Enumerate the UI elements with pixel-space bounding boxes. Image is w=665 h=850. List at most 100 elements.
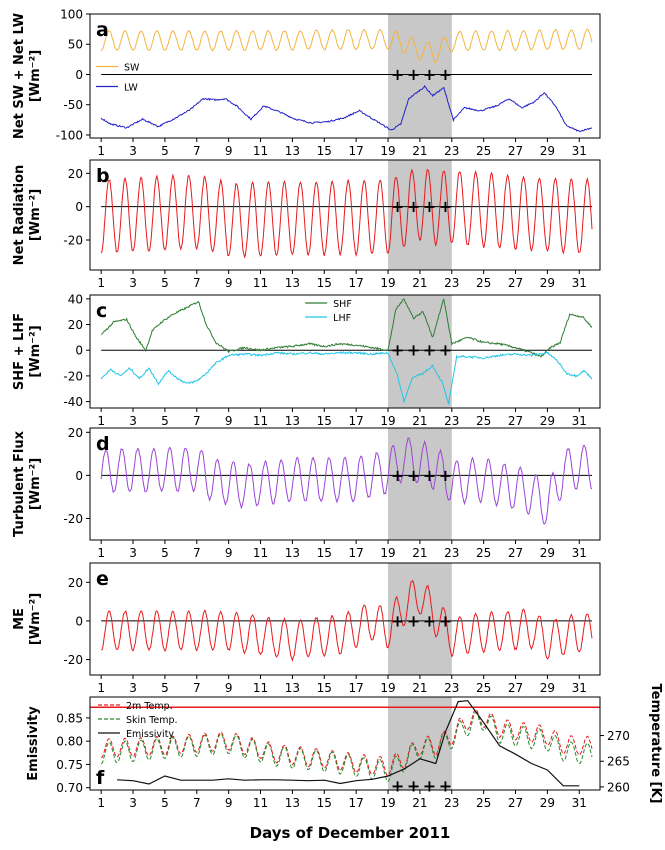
x-tick-label: 19 <box>380 796 395 810</box>
legend: 2m Temp. Skin Temp. Emissivity <box>98 701 178 740</box>
y-axis-label-line: [Wm⁻²] <box>28 458 43 510</box>
x-tick-label: 9 <box>225 414 233 428</box>
y-tick-label: 0 <box>75 68 83 82</box>
plot-frame <box>89 696 601 791</box>
x-tick-label: 3 <box>129 681 137 695</box>
x-tick-label: 25 <box>476 144 491 158</box>
x-tick-label: 7 <box>193 796 201 810</box>
x-tick-label: 25 <box>476 546 491 560</box>
plus-marker: + <box>439 197 452 216</box>
shaded-period <box>388 14 452 138</box>
x-tick-label: 17 <box>349 681 364 695</box>
x-tick-label: 3 <box>129 796 137 810</box>
x-tick-label: 27 <box>508 276 523 290</box>
plus-marker: + <box>423 776 436 795</box>
y2-tick-label: 270 <box>607 729 630 743</box>
series-line-sw <box>100 28 593 64</box>
x-tick-label: 17 <box>349 796 364 810</box>
y-tick-label: 40 <box>68 292 83 306</box>
plus-marker: + <box>407 197 420 216</box>
x-tick-label: 9 <box>225 546 233 560</box>
x-tick-label: 25 <box>476 276 491 290</box>
plus-marker: + <box>439 466 452 485</box>
y-tick-label: 0.70 <box>56 781 83 795</box>
x-tick-label: 21 <box>412 546 427 560</box>
series-line-e-0 <box>101 579 593 662</box>
panel-letter: b <box>96 165 110 187</box>
plus-marker: + <box>423 611 436 630</box>
x-tick-label: 9 <box>225 796 233 810</box>
plus-marker: + <box>423 197 436 216</box>
x-tick-label: 21 <box>412 681 427 695</box>
x-tick-label: 19 <box>380 681 395 695</box>
x-tick-label: 15 <box>317 546 332 560</box>
legend: SHF LHF <box>305 299 352 324</box>
x-tick-label: 15 <box>317 414 332 428</box>
plus-marker: + <box>407 611 420 630</box>
y-tick-label: 50 <box>68 38 83 52</box>
x-tick-label: 5 <box>161 276 169 290</box>
x-tick-label: 11 <box>253 681 268 695</box>
y-tick-label: 20 <box>68 426 83 440</box>
x-tick-label: 23 <box>444 546 459 560</box>
x-tick-label: 29 <box>540 681 555 695</box>
y-axis-label-line: [Wm⁻²] <box>28 189 43 241</box>
plus-marker: + <box>439 341 452 360</box>
y-axis-label-line: SHF + LHF <box>12 313 27 390</box>
plus-marker: + <box>423 65 436 84</box>
x-tick-label: 5 <box>161 546 169 560</box>
series-group <box>100 437 593 525</box>
plot-frame <box>89 562 601 676</box>
legend-label: SHF <box>333 299 352 310</box>
plus-marker: + <box>391 65 404 84</box>
x-tick-label: 23 <box>444 796 459 810</box>
x-tick-label: 5 <box>161 144 169 158</box>
plus-marker: + <box>391 341 404 360</box>
y-axis-label-line: Net SW + Net LW <box>12 13 27 139</box>
y-tick-label: 0 <box>75 469 83 483</box>
x-tick-label: 19 <box>380 546 395 560</box>
x-tick-label: 1 <box>97 681 105 695</box>
shaded-period <box>388 428 452 540</box>
series-line-emissivity <box>117 700 580 787</box>
y-tick-label: -20 <box>63 369 83 383</box>
legend: SW LW <box>96 62 140 93</box>
x-tick-label: 3 <box>129 546 137 560</box>
shaded-period <box>388 697 452 790</box>
series-group <box>100 297 593 405</box>
series-line-shf <box>100 297 593 358</box>
plus-marker: + <box>423 466 436 485</box>
x-tick-label: 27 <box>508 796 523 810</box>
x-tick-label: 7 <box>193 546 201 560</box>
series-line-2m-temp <box>100 708 593 777</box>
x-tick-label: 15 <box>317 276 332 290</box>
x-tick-label: 11 <box>253 796 268 810</box>
x-tick-label: 3 <box>129 414 137 428</box>
panel-letter: d <box>96 433 110 455</box>
y-tick-label: 20 <box>68 167 83 181</box>
y-axis-label: Net SW + Net LW [Wm⁻²] <box>12 13 43 139</box>
plus-marker: + <box>423 341 436 360</box>
y-axis-label-line: [Wm⁻²] <box>28 325 43 377</box>
x-tick-label: 21 <box>412 144 427 158</box>
y-tick-label: 0 <box>75 344 83 358</box>
x-tick-label: 17 <box>349 546 364 560</box>
x-tick-label: 13 <box>285 796 300 810</box>
x-tick-label: 7 <box>193 144 201 158</box>
y-axis-label-line: [Wm⁻²] <box>28 593 43 645</box>
y-tick-label: 0.75 <box>56 758 83 772</box>
x-tick-label: 17 <box>349 276 364 290</box>
x-tick-label: 29 <box>540 796 555 810</box>
x-tick-label: 29 <box>540 414 555 428</box>
x-tick-label: 11 <box>253 546 268 560</box>
panel-letter: e <box>96 568 109 590</box>
x-tick-label: 15 <box>317 796 332 810</box>
y2-axis-label: Temperature [K] <box>648 684 663 804</box>
y-tick-label: 20 <box>68 576 83 590</box>
y-tick-label: 0.85 <box>56 711 83 725</box>
x-tick-label: 25 <box>476 681 491 695</box>
x-tick-label: 5 <box>161 681 169 695</box>
x-tick-label: 9 <box>225 276 233 290</box>
